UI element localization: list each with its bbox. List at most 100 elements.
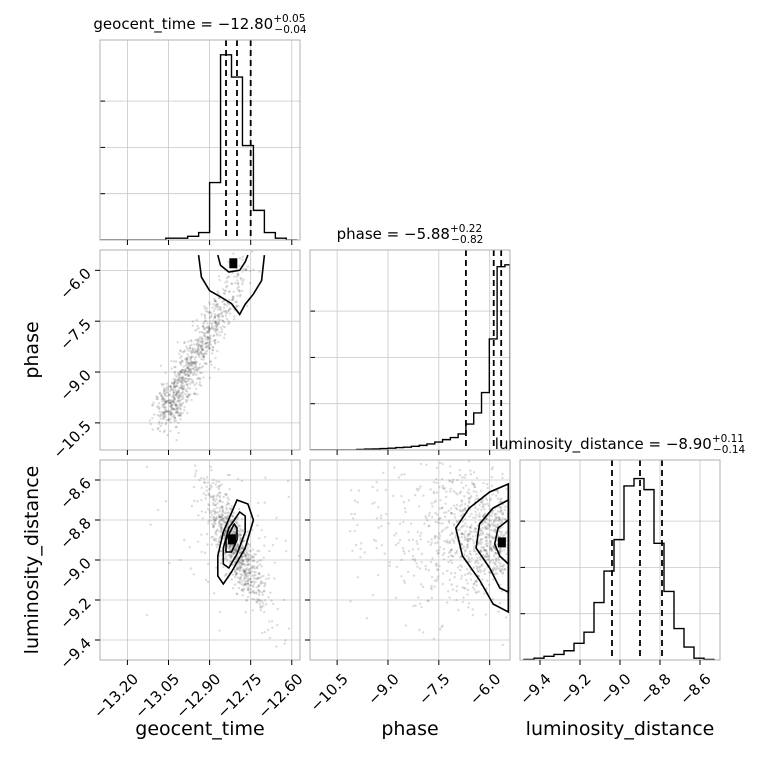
- scatter-point: [494, 572, 497, 575]
- scatter-point: [220, 517, 223, 520]
- panel-background: [100, 40, 300, 240]
- scatter-point: [448, 578, 452, 582]
- scatter-point: [235, 571, 238, 575]
- scatter-point: [297, 554, 300, 558]
- scatter-point: [469, 573, 473, 576]
- scatter-point: [428, 524, 431, 527]
- scatter-point: [193, 365, 196, 369]
- scatter-point: [251, 556, 254, 559]
- scatter-point: [491, 466, 495, 469]
- scatter-point: [478, 549, 482, 552]
- scatter-panel-geocent_time-phase: [99, 249, 301, 451]
- scatter-point: [197, 353, 200, 356]
- scatter-point: [240, 546, 243, 550]
- scatter-point: [174, 365, 177, 369]
- scatter-point: [251, 548, 255, 551]
- scatter-point: [216, 502, 219, 505]
- scatter-point: [489, 539, 492, 543]
- scatter-point: [227, 322, 230, 326]
- scatter-point: [188, 372, 191, 376]
- scatter-point: [160, 398, 164, 401]
- scatter-point: [204, 346, 207, 349]
- scatter-point: [475, 476, 479, 480]
- scatter-point: [260, 558, 263, 562]
- scatter-point: [203, 334, 206, 337]
- scatter-point: [184, 369, 187, 372]
- scatter-point: [215, 498, 218, 501]
- scatter-point: [163, 389, 166, 392]
- scatter-point: [284, 639, 287, 642]
- scatter-point: [499, 500, 503, 503]
- scatter-point: [201, 355, 205, 358]
- scatter-point: [257, 571, 261, 575]
- hist-panel-phase: phase = −5.88+0.22 −0.82: [309, 223, 511, 451]
- scatter-point: [244, 570, 247, 573]
- scatter-point: [234, 570, 237, 573]
- scatter-point: [169, 413, 172, 416]
- scatter-point: [228, 545, 232, 548]
- scatter-point: [500, 533, 503, 536]
- scatter-point: [174, 379, 177, 382]
- scatter-point: [435, 513, 439, 516]
- scatter-point: [496, 523, 499, 526]
- scatter-point: [226, 558, 229, 561]
- scatter-point: [239, 576, 242, 580]
- scatter-point: [221, 513, 224, 516]
- scatter-point: [441, 624, 444, 627]
- scatter-point: [194, 362, 197, 365]
- scatter-point: [498, 518, 501, 522]
- density-peak: [497, 537, 506, 548]
- scatter-point: [254, 591, 258, 594]
- scatter-point: [444, 495, 448, 499]
- scatter-point: [163, 398, 166, 401]
- scatter-point: [203, 307, 207, 310]
- scatter-point: [463, 507, 467, 510]
- scatter-point: [218, 308, 222, 311]
- scatter-point: [180, 381, 184, 385]
- scatter-point: [234, 547, 237, 550]
- scatter-point: [214, 321, 218, 325]
- scatter-point: [449, 549, 453, 552]
- scatter-point: [474, 527, 477, 530]
- scatter-point: [238, 290, 241, 293]
- scatter-point: [449, 465, 452, 468]
- scatter-point: [218, 506, 221, 510]
- scatter-point: [162, 397, 165, 400]
- scatter-point: [254, 553, 258, 556]
- scatter-point: [443, 539, 446, 543]
- scatter-point: [218, 524, 221, 528]
- scatter-point: [218, 629, 221, 632]
- scatter-point: [489, 571, 492, 575]
- scatter-point: [200, 348, 204, 351]
- scatter-point: [227, 290, 231, 293]
- scatter-point: [175, 385, 178, 388]
- scatter-point: [204, 337, 207, 341]
- scatter-point: [465, 554, 469, 558]
- scatter-point: [284, 539, 287, 543]
- scatter-point: [242, 278, 245, 281]
- scatter-point: [214, 324, 217, 327]
- scatter-point: [159, 414, 162, 417]
- scatter-point: [242, 559, 245, 562]
- scatter-point: [166, 391, 169, 394]
- scatter-point: [267, 577, 271, 580]
- scatter-point: [173, 407, 176, 411]
- scatter-point: [480, 532, 483, 535]
- y-tick-label: −9.4: [56, 634, 94, 672]
- scatter-point: [397, 541, 400, 545]
- scatter-point: [191, 324, 195, 327]
- scatter-point: [233, 570, 237, 573]
- scatter-point: [176, 378, 180, 382]
- scatter-point: [205, 485, 208, 489]
- scatter-point: [220, 526, 223, 529]
- scatter-point: [195, 360, 199, 364]
- scatter-point: [213, 520, 217, 523]
- scatter-point: [252, 589, 255, 592]
- scatter-point: [488, 524, 491, 527]
- scatter-point: [156, 397, 160, 401]
- scatter-point: [172, 385, 176, 388]
- scatter-point: [170, 406, 174, 410]
- scatter-point: [168, 401, 171, 405]
- scatter-point: [223, 521, 227, 524]
- scatter-point: [190, 377, 193, 381]
